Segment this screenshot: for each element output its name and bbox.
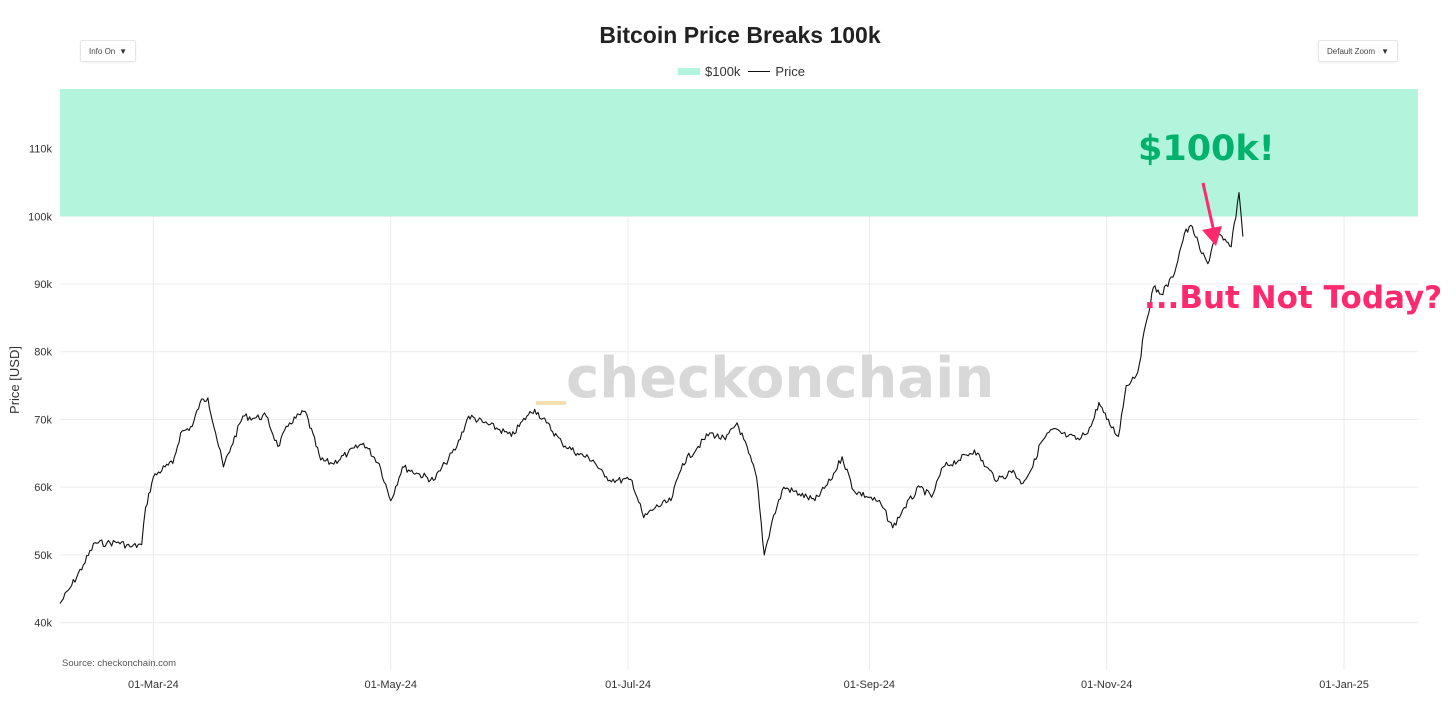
annotation-not-today: ...But Not Today? (1144, 280, 1442, 316)
x-tick-label: 01-Nov-24 (1081, 679, 1132, 691)
x-tick-label: 01-Jul-24 (605, 679, 651, 691)
x-tick-label: 01-Sep-24 (844, 679, 895, 691)
y-axis-label: Price [USD] (7, 346, 22, 414)
legend-price-label: Price (775, 64, 806, 79)
legend-price-swatch (748, 71, 771, 72)
y-tick-label: 50k (34, 550, 52, 562)
chart-title: Bitcoin Price Breaks 100k (599, 22, 881, 48)
zoom-dropdown[interactable]: Default Zoom ▼ (1318, 40, 1398, 62)
y-tick-label: 60k (34, 482, 52, 494)
chevron-down-icon: ▼ (1381, 46, 1389, 56)
chevron-down-icon: ▼ (119, 46, 127, 56)
arrow-icon (1201, 182, 1222, 246)
annotation-100k: $100k! (1138, 129, 1275, 169)
watermark: checkonchain (536, 346, 994, 411)
y-axis-ticks: 40k 50k 60k 70k 80k 90k 100k 110k (28, 144, 52, 630)
x-tick-label: 01-Mar-24 (128, 679, 179, 691)
y-tick-label: 80k (34, 347, 52, 359)
y-tick-label: 100k (28, 211, 52, 223)
info-dropdown[interactable]: Info On ▼ (80, 40, 136, 62)
x-tick-label: 01-Jan-25 (1319, 679, 1369, 691)
y-tick-label: 110k (29, 144, 53, 156)
x-axis-ticks: 01-Mar-24 01-May-24 01-Jul-24 01-Sep-24 01-N… (128, 679, 1369, 691)
watermark-text: checkonchain (566, 346, 994, 411)
zoom-dropdown-label: Default Zoom (1327, 46, 1376, 56)
y-tick-label: 90k (34, 279, 52, 291)
y-tick-label: 70k (34, 414, 52, 426)
source-note: Source: checkonchain.com (62, 658, 176, 669)
x-tick-label: 01-May-24 (364, 679, 417, 691)
price-line (59, 192, 1244, 604)
y-tick-label: 40k (34, 618, 52, 630)
legend-item-price[interactable]: Price (748, 64, 805, 79)
chart-legend: $100k Price (678, 64, 813, 79)
target-band (60, 89, 1418, 217)
info-dropdown-label: Info On (89, 46, 116, 56)
legend-band-swatch (678, 68, 700, 75)
watermark-bar (536, 401, 566, 405)
legend-item-band[interactable]: $100k (678, 64, 740, 79)
legend-band-label: $100k (705, 64, 741, 79)
